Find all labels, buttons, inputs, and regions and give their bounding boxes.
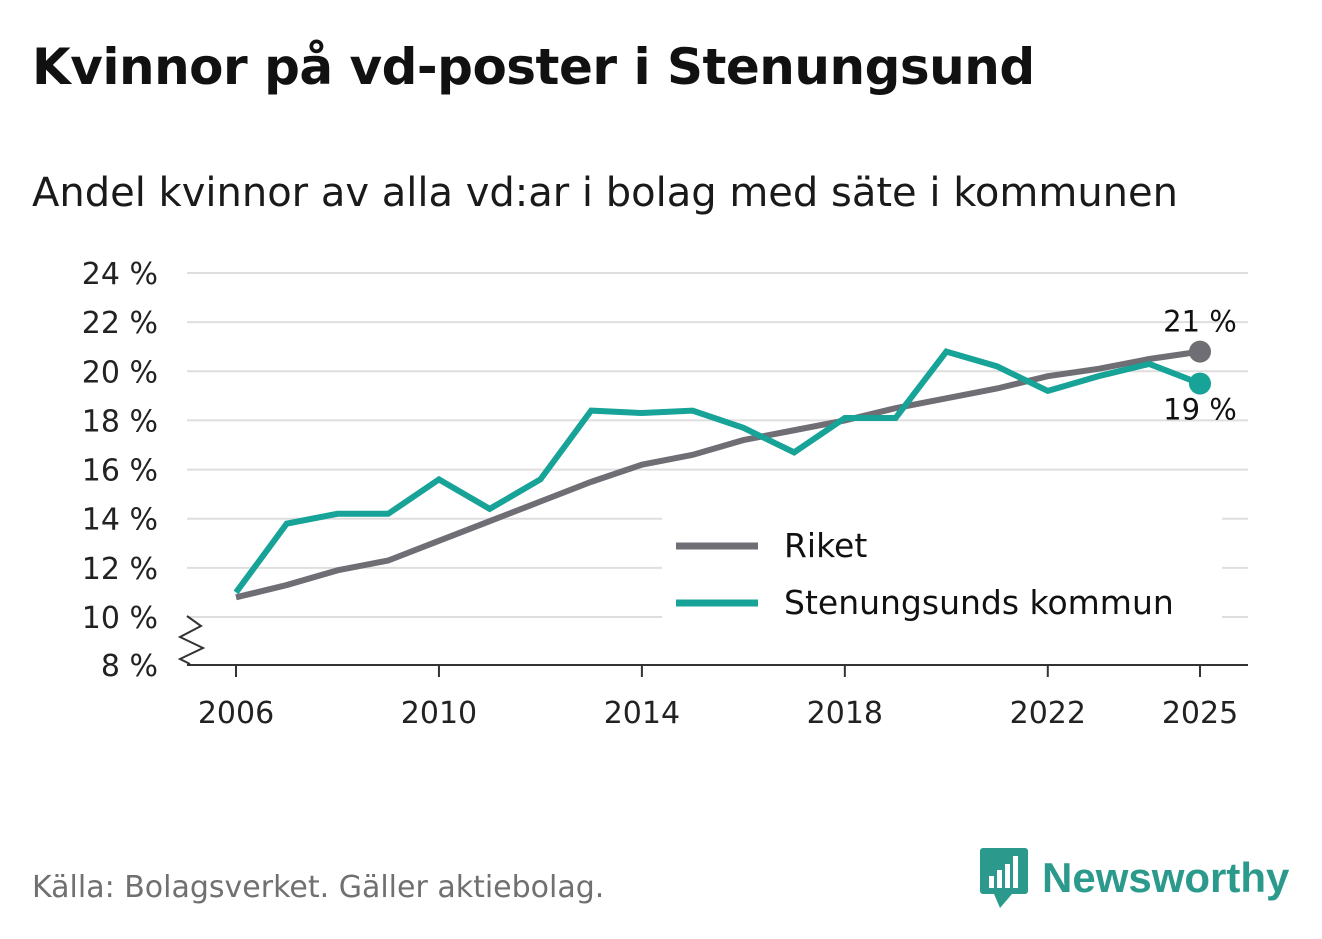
y-tick-label: 18 % (82, 404, 158, 439)
line-chart: 8 % 10 % 12 % 14 % 16 % 18 % 20 % 22 % 24 % 2006 2… (82, 257, 1248, 731)
data-point (791, 449, 797, 455)
data-point (791, 427, 797, 433)
x-tick-label: 2010 (401, 696, 477, 731)
data-point (233, 589, 239, 595)
data-point (588, 408, 594, 414)
data-point (537, 476, 543, 482)
x-tick-label: 2014 (604, 696, 680, 731)
end-marker (1189, 372, 1211, 395)
data-point (943, 349, 949, 355)
y-tick-label: 22 % (82, 306, 158, 341)
data-point (284, 521, 290, 527)
data-point (436, 538, 442, 544)
y-tick-label: 12 % (82, 552, 158, 587)
y-tick-label: 10 % (82, 601, 158, 636)
data-point (994, 385, 1000, 391)
series-line-kommun (233, 348, 1202, 595)
series-line-riket (235, 348, 1201, 601)
end-data-label: 21 % (1163, 305, 1237, 339)
data-point (537, 499, 543, 505)
y-tick-label: 8 % (101, 649, 158, 684)
data-point (1096, 366, 1102, 372)
data-point (436, 476, 442, 482)
data-point (385, 557, 391, 563)
data-point (994, 363, 1000, 369)
data-point (1045, 388, 1051, 394)
chart-subtitle: Andel kvinnor av alla vd:ar i bolag med … (32, 170, 1178, 216)
data-point (893, 405, 899, 411)
chart-title: Kvinnor på vd-poster i Stenungsund (32, 38, 1035, 96)
y-tick-label: 20 % (82, 355, 158, 390)
legend-background (662, 516, 1222, 626)
data-point (740, 437, 746, 443)
source-note: Källa: Bolagsverket. Gäller aktiebolag. (32, 870, 605, 905)
data-point (893, 415, 899, 421)
data-point (639, 462, 645, 468)
data-point (334, 511, 340, 517)
legend-label: Stenungsunds kommun (784, 583, 1174, 622)
x-tick-label: 2025 (1162, 696, 1238, 731)
data-point (1045, 373, 1051, 379)
data-point (842, 415, 848, 421)
y-tick-label: 16 % (82, 454, 158, 489)
newsworthy-logo-icon (980, 848, 1028, 908)
x-tick-label: 2006 (198, 696, 274, 731)
data-point (334, 567, 340, 573)
data-point (284, 582, 290, 588)
data-point (690, 452, 696, 458)
data-point (487, 506, 493, 512)
x-tick-label: 2018 (807, 696, 883, 731)
end-marker (1189, 340, 1211, 363)
data-point (1096, 373, 1102, 379)
data-point (740, 425, 746, 431)
legend-label: Riket (784, 526, 867, 565)
data-point (1146, 361, 1152, 367)
data-point (487, 518, 493, 524)
x-tick-label: 2022 (1010, 696, 1086, 731)
data-point (588, 479, 594, 485)
data-point (690, 408, 696, 414)
y-tick-label: 24 % (82, 257, 158, 292)
data-point (943, 395, 949, 401)
brand-logo: Newsworthy (980, 848, 1289, 908)
data-point (639, 410, 645, 416)
data-point (385, 511, 391, 517)
legend: Riket Stenungsunds kommun (662, 516, 1222, 626)
end-data-label: 19 % (1163, 393, 1237, 427)
brand-name: Newsworthy (1042, 854, 1290, 901)
y-tick-label: 14 % (82, 503, 158, 538)
axis-break-icon (177, 615, 206, 665)
